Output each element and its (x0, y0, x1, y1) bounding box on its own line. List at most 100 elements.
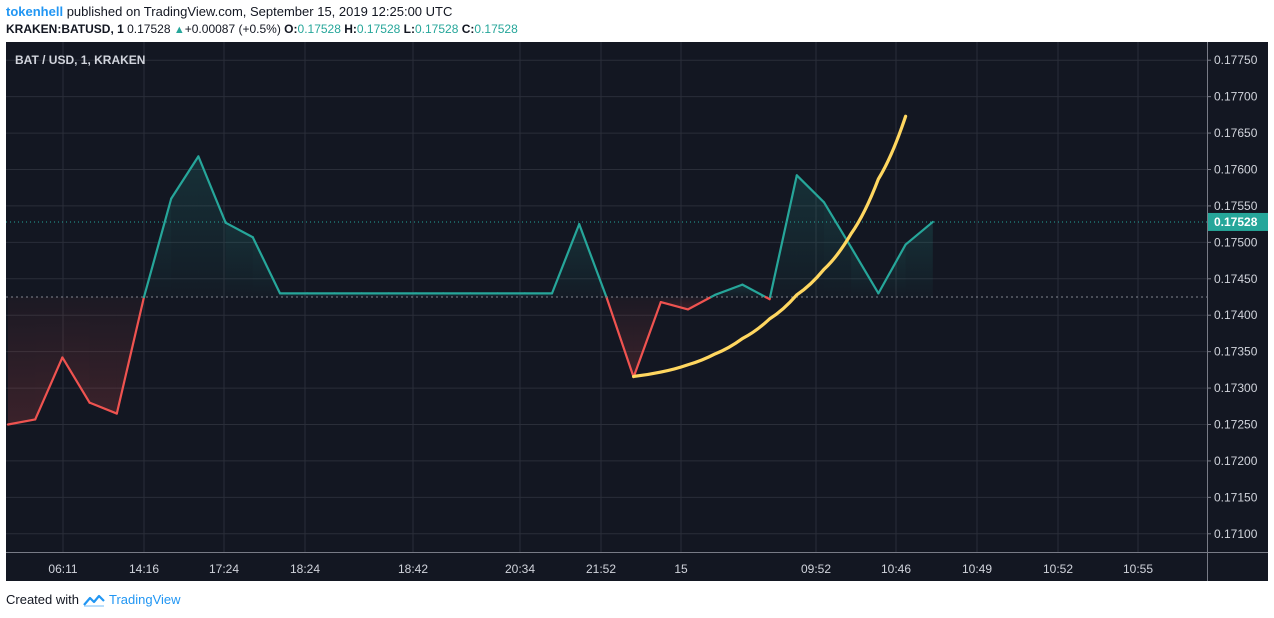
price-point (88, 401, 91, 404)
price-chart[interactable]: 0.17100 0.17150 0.17200 0.17250 0.17300 0.173… (6, 42, 1268, 581)
chart-panel[interactable]: 0.17100 0.17150 0.17200 0.17250 0.17300 0.173… (6, 42, 1268, 581)
area-fill-down (89, 297, 117, 414)
price-point (306, 292, 309, 295)
price-tick-label: 0.17350 (1214, 345, 1258, 359)
up-arrow-icon: ▲ (173, 24, 185, 36)
price-segment-down (686, 295, 713, 311)
price-tick-label: 0.17450 (1214, 272, 1258, 286)
time-tick-label: 18:24 (290, 562, 320, 576)
last-price: 0.17528 (127, 22, 171, 36)
price-segment-down (6, 418, 37, 426)
area-fill-down (35, 297, 63, 420)
price-point (877, 292, 880, 295)
tradingview-brand-link[interactable]: TradingView (108, 592, 181, 607)
area-fill-up (225, 222, 253, 297)
price-segment-down (605, 295, 635, 379)
area-fill-up (198, 156, 226, 297)
price-segment-up (714, 283, 744, 296)
price-point (904, 243, 907, 246)
time-tick-label: 15 (674, 562, 688, 576)
publish-text: published on TradingView.com, September … (63, 4, 453, 19)
price-point (524, 292, 526, 295)
open-value: 0.17528 (297, 22, 341, 36)
tradingview-logo-icon (83, 594, 105, 607)
annotation-curve (632, 114, 908, 379)
price-point (197, 155, 200, 158)
time-tick-label: 10:52 (1043, 562, 1073, 576)
price-tick-label: 0.17650 (1214, 126, 1258, 140)
price-segment-up (741, 283, 767, 299)
price-point (333, 292, 336, 295)
price-point (170, 197, 172, 200)
price-segment-down (659, 301, 690, 311)
price-segment-down (34, 356, 64, 421)
price-segment-up (142, 197, 173, 299)
close-value: 0.17528 (474, 22, 518, 36)
price-segment-up (850, 246, 880, 295)
price-point (687, 308, 689, 311)
price-change: +0.00087 (+0.5%) (184, 22, 281, 36)
price-segment-up (877, 243, 907, 295)
area-fill-up (905, 221, 933, 297)
price-segment-up (251, 236, 282, 295)
price-point (143, 296, 145, 298)
price-point (796, 174, 798, 177)
last-price-tag (1208, 212, 1268, 231)
chart-title: BAT / USD, 1, KRAKEN (15, 53, 145, 67)
price-point (442, 292, 445, 295)
time-tick-label: 21:52 (586, 562, 616, 576)
price-segment-up (550, 223, 581, 295)
price-point (469, 292, 472, 295)
price-point (850, 246, 852, 249)
time-tick-label: 09:52 (801, 562, 831, 576)
price-point (551, 292, 553, 295)
time-tick-label: 17:24 (209, 562, 239, 576)
price-point (388, 292, 390, 295)
price-tick-label: 0.17550 (1214, 199, 1258, 213)
price-point (741, 283, 744, 286)
low-label: L: (403, 22, 415, 36)
price-tick-label: 0.17250 (1214, 418, 1258, 432)
area-fill-up (824, 202, 852, 297)
author-link[interactable]: tokenhell (6, 4, 64, 19)
price-segment-up (197, 155, 227, 224)
price-point (415, 292, 417, 295)
price-series (6, 155, 934, 426)
last-price-tag-label: 0.17528 (1214, 215, 1258, 229)
publish-info: tokenhell published on TradingView.com, … (6, 4, 452, 19)
time-axis[interactable]: 06:11 14:16 17:24 18:24 18:42 20:34 21:52 15 09:… (6, 552, 1268, 577)
price-tick-label: 0.17150 (1214, 490, 1258, 504)
quote-line: KRAKEN:BATUSD, 1 0.17528 ▲+0.00087 (+0.5… (6, 22, 518, 36)
price-point (660, 301, 662, 303)
price-tick-label: 0.17500 (1214, 235, 1258, 249)
price-point (279, 292, 281, 295)
symbol-label: KRAKEN:BATUSD, 1 (6, 22, 124, 36)
price-tick-label: 0.17400 (1214, 308, 1258, 322)
price-tick-label: 0.17750 (1214, 53, 1258, 67)
price-segment-down (61, 356, 91, 404)
price-segment-up (795, 174, 826, 204)
price-segment-up (224, 221, 254, 239)
price-point (116, 412, 118, 415)
price-point (224, 221, 227, 224)
price-point (496, 292, 499, 295)
area-fill-down (62, 297, 90, 403)
price-point (714, 294, 716, 296)
close-label: C: (461, 22, 475, 36)
price-point (61, 356, 64, 359)
area-fill-up (796, 175, 824, 297)
price-point (252, 236, 254, 239)
footer: Created with TradingView (6, 592, 181, 607)
price-point (605, 296, 608, 298)
price-point (768, 298, 771, 300)
price-point (360, 292, 363, 295)
price-tick-label: 0.17300 (1214, 381, 1258, 395)
price-axis[interactable]: 0.17100 0.17150 0.17200 0.17250 0.17300 0.173… (1207, 42, 1268, 581)
time-tick-label: 06:11 (48, 562, 77, 576)
price-segment-down (88, 401, 118, 415)
time-tick-label: 10:55 (1123, 562, 1153, 576)
time-tick-label: 10:46 (881, 562, 911, 576)
time-tick-label: 20:34 (505, 562, 535, 576)
area-fill-down (8, 297, 36, 425)
drawn-curve (632, 114, 908, 379)
